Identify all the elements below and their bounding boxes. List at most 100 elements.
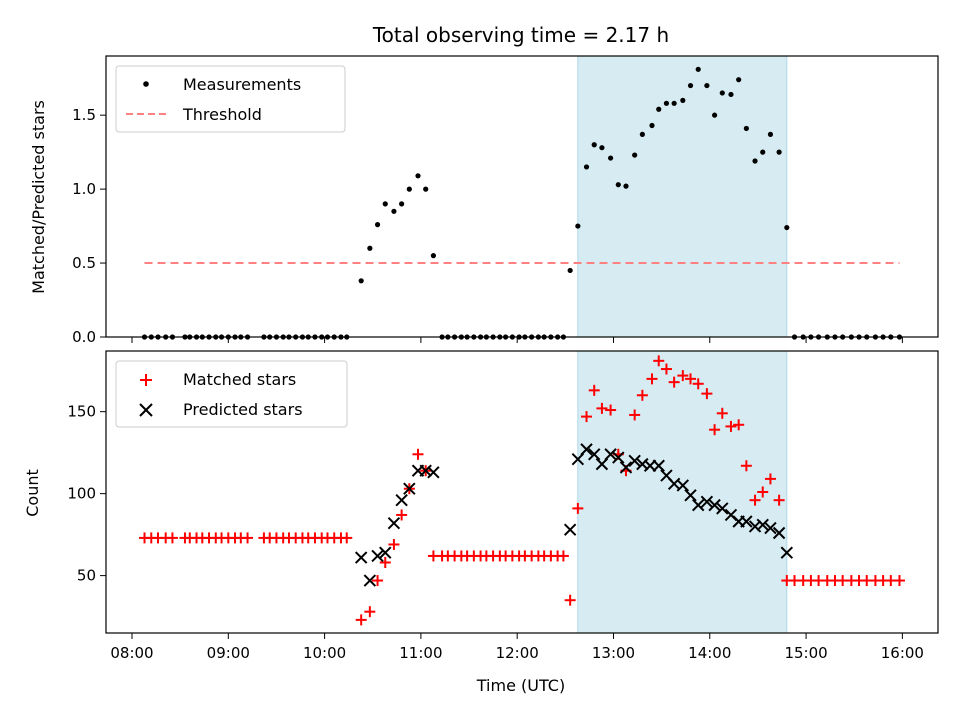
predicted-star-point xyxy=(740,515,753,528)
predicted-star-point xyxy=(652,459,665,472)
measurement-point xyxy=(399,201,405,207)
measurement-point xyxy=(623,183,629,189)
matched-star-point xyxy=(660,363,672,375)
ratio-panel-frame xyxy=(105,55,939,338)
chart-title: Total observing time = 2.17 h xyxy=(372,23,669,47)
measurement-point xyxy=(567,267,573,274)
measurement-point xyxy=(736,77,742,83)
x-tick-label: 12:00 xyxy=(496,644,539,662)
measurement-point xyxy=(719,90,725,96)
matched-legend-label: Matched stars xyxy=(183,370,296,389)
predicted-star-point xyxy=(619,461,633,474)
measurement-point xyxy=(583,164,590,170)
matched-star-point xyxy=(242,532,254,544)
measurement-point xyxy=(767,131,774,137)
matched-star-point xyxy=(733,419,745,431)
predicted-star-point xyxy=(628,454,641,468)
ratio-y-axis-label: Matched/Predicted stars xyxy=(29,100,48,294)
measurement-point xyxy=(591,142,597,148)
measurement-point xyxy=(695,66,701,72)
predicted-star-point xyxy=(676,479,690,492)
predicted-star-point xyxy=(612,451,625,464)
measurement-point xyxy=(406,186,412,192)
ratio-y-tick-label: 1.0 xyxy=(72,180,96,198)
matched-star-point xyxy=(596,402,608,414)
predicted-star-point xyxy=(580,443,593,456)
matched-star-point xyxy=(557,550,569,562)
ratio-y-tick-label: 0.5 xyxy=(72,254,96,272)
measurement-point xyxy=(752,158,758,164)
ratio-y-tick-label: 1.5 xyxy=(72,106,96,124)
predicted-star-point xyxy=(563,523,577,536)
matched-star-point xyxy=(388,538,400,550)
x-tick-label: 10:00 xyxy=(303,644,346,662)
matched-star-point xyxy=(725,420,737,432)
matched-star-point xyxy=(572,502,584,514)
predicted-legend-marker xyxy=(139,403,153,417)
matched-star-point xyxy=(692,378,704,390)
measurement-point xyxy=(430,253,437,259)
ratio-legend-box xyxy=(115,65,346,133)
predicted-star-point xyxy=(379,546,392,559)
x-tick-label: 09:00 xyxy=(207,644,250,662)
matched-star-point xyxy=(749,494,761,506)
x-tick-label: 15:00 xyxy=(784,644,827,662)
matched-star-point xyxy=(740,460,752,472)
measurement-point xyxy=(784,224,790,231)
ratio-panel: 0.0 0.5 1.0 1.5 Matched/Predicted stars Mea… xyxy=(29,55,939,346)
matched-star-point xyxy=(636,389,648,401)
measurement-point xyxy=(639,131,645,137)
matched-star-point xyxy=(716,407,728,419)
matched-star-point xyxy=(355,614,367,626)
observing-span xyxy=(577,350,788,634)
measurement-point xyxy=(615,182,621,188)
predicted-star-point xyxy=(363,574,377,587)
measurement-point xyxy=(575,223,581,229)
x-axis-label: Time (UTC) xyxy=(476,676,565,695)
threshold-legend-label: Threshold xyxy=(182,105,262,124)
count-axes: 50 100 150 08:00 09:00 10:00 11:00 12:00 13:00 14… xyxy=(67,403,924,662)
x-tick-label: 16:00 xyxy=(881,644,924,662)
measurement-point xyxy=(649,122,655,129)
measurements-legend-label: Measurements xyxy=(183,75,301,94)
measurement-point xyxy=(760,149,766,155)
matched-star-point xyxy=(757,486,769,498)
count-y-tick-label: 150 xyxy=(67,403,96,421)
matched-star-point xyxy=(773,494,785,506)
count-y-axis-label: Count xyxy=(23,469,42,517)
predicted-star-point xyxy=(354,551,368,564)
measurement-point xyxy=(358,278,364,284)
matched-star-point xyxy=(364,606,376,618)
matched-star-point xyxy=(629,409,641,421)
predicted-star-point xyxy=(595,457,609,471)
predicted-star-point xyxy=(700,495,714,509)
measurement-point xyxy=(704,82,710,89)
measurement-point xyxy=(632,152,638,158)
matched-star-point xyxy=(764,473,776,485)
count-panel: 50 100 150 08:00 09:00 10:00 11:00 12:00 13:00 14… xyxy=(23,350,939,695)
predicted-star-point xyxy=(692,498,705,512)
predicted-star-point xyxy=(371,549,384,563)
measurement-point xyxy=(663,100,670,106)
x-tick-label: 14:00 xyxy=(688,644,731,662)
measurement-point xyxy=(599,145,605,151)
predicted-star-point xyxy=(772,526,786,540)
predicted-star-point xyxy=(427,466,440,479)
count-legend-box xyxy=(115,360,348,428)
measurement-point xyxy=(423,186,429,192)
measurement-point xyxy=(680,97,686,103)
measurement-point xyxy=(711,112,718,118)
ratio-legend: Measurements Threshold xyxy=(115,65,346,133)
matched-star-point xyxy=(588,384,600,396)
count-y-tick-label: 50 xyxy=(77,567,96,585)
x-tick-label: 11:00 xyxy=(399,644,442,662)
predicted-star-point xyxy=(716,502,729,515)
measurement-point xyxy=(607,155,614,161)
measurements-legend-marker xyxy=(143,81,149,87)
predicted-star-point xyxy=(708,498,721,512)
count-series xyxy=(139,355,905,626)
matched-star-point xyxy=(581,411,593,423)
matched-legend-marker xyxy=(140,374,152,386)
count-legend: Matched stars Predicted stars xyxy=(115,360,348,428)
matched-star-point xyxy=(412,448,424,460)
